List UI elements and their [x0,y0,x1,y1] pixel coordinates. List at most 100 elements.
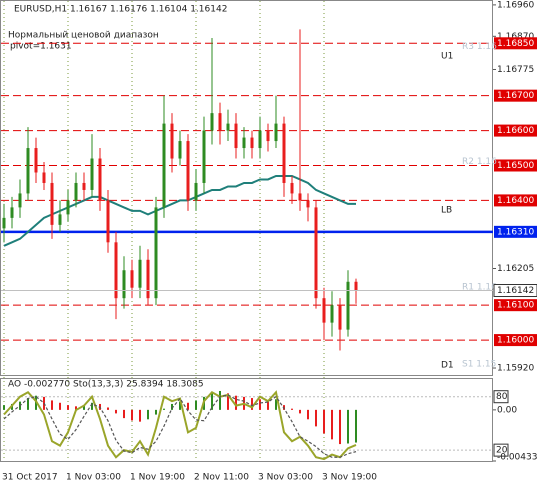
ao-bar [323,409,325,434]
candle-body [314,207,318,299]
candle-body [154,207,158,299]
pivot-label: R3 1.16 [462,42,497,52]
level-label-box [494,194,537,207]
y-tick-label: -0.004334 [497,453,537,463]
ao-bar [291,408,293,410]
level-label: 1.16310 [497,227,534,237]
ao-bar [51,400,53,410]
x-tick-label: 3 Nov 19:00 [322,473,377,483]
candle-body [122,270,126,299]
candle-body [10,207,14,218]
candle-body [178,141,182,159]
candle-body [74,182,78,201]
level-label-box [494,124,537,137]
y-tick-label: 0.00 [497,405,517,415]
level-label: 1.16850 [497,39,534,49]
moving-average [3,174,356,247]
candle-body [18,193,22,208]
x-tick-label: 1 Nov 19:00 [130,473,185,483]
ao-bar [347,409,349,444]
ao-bar [275,399,277,410]
candle-body [330,305,334,323]
y-tick-label: 80 [496,392,508,402]
ao-bar [75,406,77,410]
candle-body [42,172,46,183]
pivot-label: S1 1.15 [462,360,496,370]
level-label-box [494,334,537,347]
ao-bar [171,403,173,410]
candle-body [290,182,294,194]
y-tick-label: 1.15920 [497,364,534,374]
candle-body [202,130,206,183]
stochastic-line [3,390,357,461]
candle-body [2,217,6,229]
candle-body [90,158,94,190]
ao-bar [331,409,333,440]
candle-body [354,281,358,291]
line-annotation: U1 [441,51,453,61]
ao-bar [299,409,301,414]
candle-body [106,200,110,243]
x-tick-label: 1 Nov 03:00 [66,473,121,483]
candle-body [114,242,118,299]
candle-body [282,123,286,183]
level-label: 1.16100 [497,301,534,311]
candle-body [50,182,54,225]
y-tick-label: 1.16960 [497,0,534,10]
candle-body [266,130,270,142]
line-annotation: LB [441,205,452,215]
candle-body [186,141,190,201]
price-pane [0,0,493,376]
candle-body [234,123,238,149]
ao-bar [83,405,85,410]
ao-bar [195,400,197,410]
x-tick-label: 3 Nov 03:00 [258,473,313,483]
level-label-box [494,37,537,50]
y-tick-label: 20 [496,446,508,456]
candle-body [242,137,246,149]
level-label-box [494,89,537,102]
level-label: 1.16600 [497,126,534,136]
candle-body [98,158,102,201]
candle-body [298,193,302,201]
ao-bar [315,409,317,427]
ao-bar [91,402,93,410]
ao-bar [139,409,141,422]
ao-bar [259,399,261,410]
candle-body [138,259,142,288]
ao-bar [251,398,253,410]
chart-header: EURUSD,H1 1.16167 1.16176 1.16104 1.1614… [14,5,227,15]
ao-bar [187,402,189,410]
ao-bar [59,402,61,410]
level-label: 1.16700 [497,91,534,101]
candle-body [82,182,86,190]
ao-bar [227,393,229,410]
ao-bar [219,390,221,410]
y-tick-label: 1.16775 [497,65,534,75]
ao-bar [179,401,181,410]
subtitle: Нормальный ценовой диапазон [8,31,159,41]
pivot-label: R2 1.16 [462,157,497,167]
ao-bar [155,409,157,415]
ao-bar [163,408,165,410]
candle-body [322,298,326,323]
tick-box [493,443,509,457]
ao-bar [115,409,117,414]
candle-body [194,182,198,201]
ao-bar [3,405,5,410]
current-price-label: 1.16142 [497,286,534,296]
level-label-box [494,299,537,312]
level-label-box [494,225,537,238]
ao-bar [235,395,237,410]
candle-body [34,148,38,173]
ao-bar [131,409,133,421]
candle-body [346,281,350,330]
ao-bar [27,398,29,410]
tick-box [493,390,509,404]
x-tick-label: 2 Nov 11:00 [194,473,249,483]
indicator-label: AO -0.002770 Sto(13,3,3) 25.8394 18.3085 [8,380,204,390]
line-annotation: D1 [441,361,454,371]
level-label-box [494,159,537,172]
candle-body [250,137,254,149]
